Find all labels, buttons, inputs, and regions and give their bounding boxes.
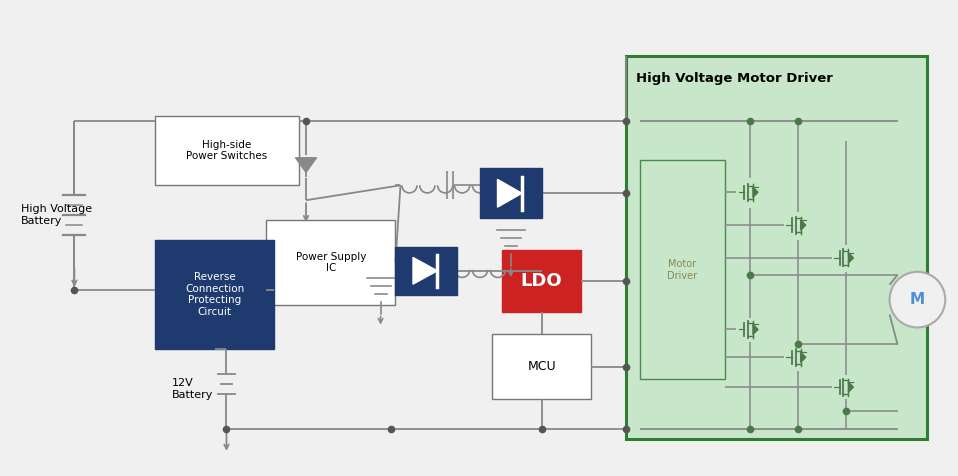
Bar [266, 220, 396, 305]
Bar [627, 56, 927, 439]
Bar [155, 240, 274, 349]
Polygon shape [296, 159, 316, 172]
Polygon shape [849, 382, 854, 392]
Text: LDO: LDO [521, 272, 562, 290]
Text: High-side
Power Switches: High-side Power Switches [187, 140, 267, 161]
Polygon shape [753, 324, 758, 335]
Text: High Voltage Motor Driver: High Voltage Motor Driver [636, 72, 833, 85]
Bar [640, 160, 724, 379]
Text: M: M [910, 292, 925, 307]
Bar [155, 116, 299, 185]
Bar [480, 169, 541, 218]
Text: Motor
Driver: Motor Driver [667, 259, 697, 281]
Polygon shape [413, 258, 438, 284]
Text: Reverse
Connection
Protecting
Circuit: Reverse Connection Protecting Circuit [185, 272, 244, 317]
Text: High Voltage
Battery: High Voltage Battery [21, 204, 92, 226]
Text: Power Supply
IC: Power Supply IC [296, 251, 366, 273]
Polygon shape [849, 253, 854, 263]
Circle shape [890, 272, 946, 327]
Polygon shape [801, 352, 806, 362]
Bar [502, 250, 582, 312]
Bar [491, 335, 591, 399]
Polygon shape [753, 187, 758, 198]
Polygon shape [497, 179, 522, 207]
Text: 12V
Battery: 12V Battery [171, 378, 214, 400]
Bar [396, 247, 457, 295]
Text: MCU: MCU [527, 360, 556, 373]
Polygon shape [801, 220, 806, 230]
